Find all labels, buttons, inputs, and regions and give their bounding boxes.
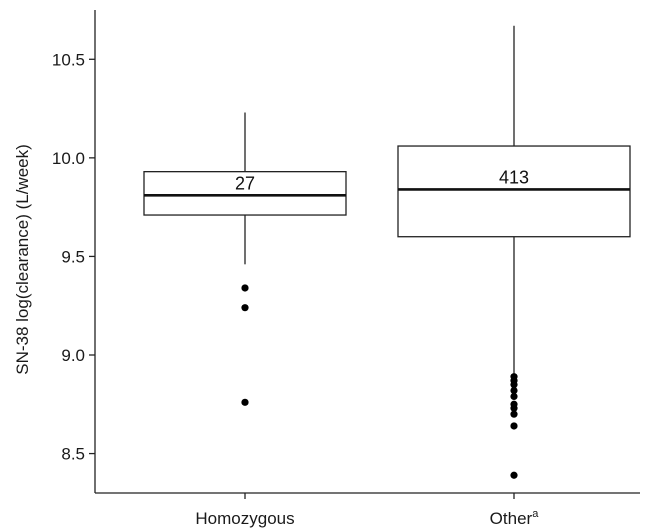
outlier-point	[510, 410, 518, 418]
iqr-box	[143, 171, 347, 216]
box-group: 27	[143, 112, 347, 406]
outlier-point	[510, 380, 518, 389]
box-count-label: 27	[235, 173, 255, 193]
outlier-point	[241, 284, 249, 292]
y-axis-title: SN-38 log(clearance) (L/week)	[13, 144, 32, 375]
outlier-point	[510, 386, 518, 395]
y-tick-label: 10.5	[52, 50, 85, 69]
y-tick-label: 8.5	[61, 445, 85, 464]
box-count-label: 413	[499, 167, 529, 187]
box-group: 413	[397, 25, 631, 479]
outlier-point	[510, 392, 518, 400]
x-tick-label: Othera	[490, 508, 540, 528]
x-tick-label: Homozygous	[195, 509, 294, 528]
y-tick-label: 9.5	[61, 247, 85, 266]
outlier-point	[510, 471, 518, 479]
outlier-point	[241, 304, 249, 312]
outlier-point	[241, 398, 249, 406]
plot-marks: 27 413	[143, 25, 631, 479]
outlier-point	[510, 404, 518, 412]
outlier-point	[510, 422, 518, 430]
iqr-box	[397, 145, 631, 238]
y-tick-label: 9.0	[61, 346, 85, 365]
axes: 8.5 9.0 9.5 10.0 10.5 Homozygous Othera	[52, 10, 640, 528]
y-tick-label: 10.0	[52, 149, 85, 168]
